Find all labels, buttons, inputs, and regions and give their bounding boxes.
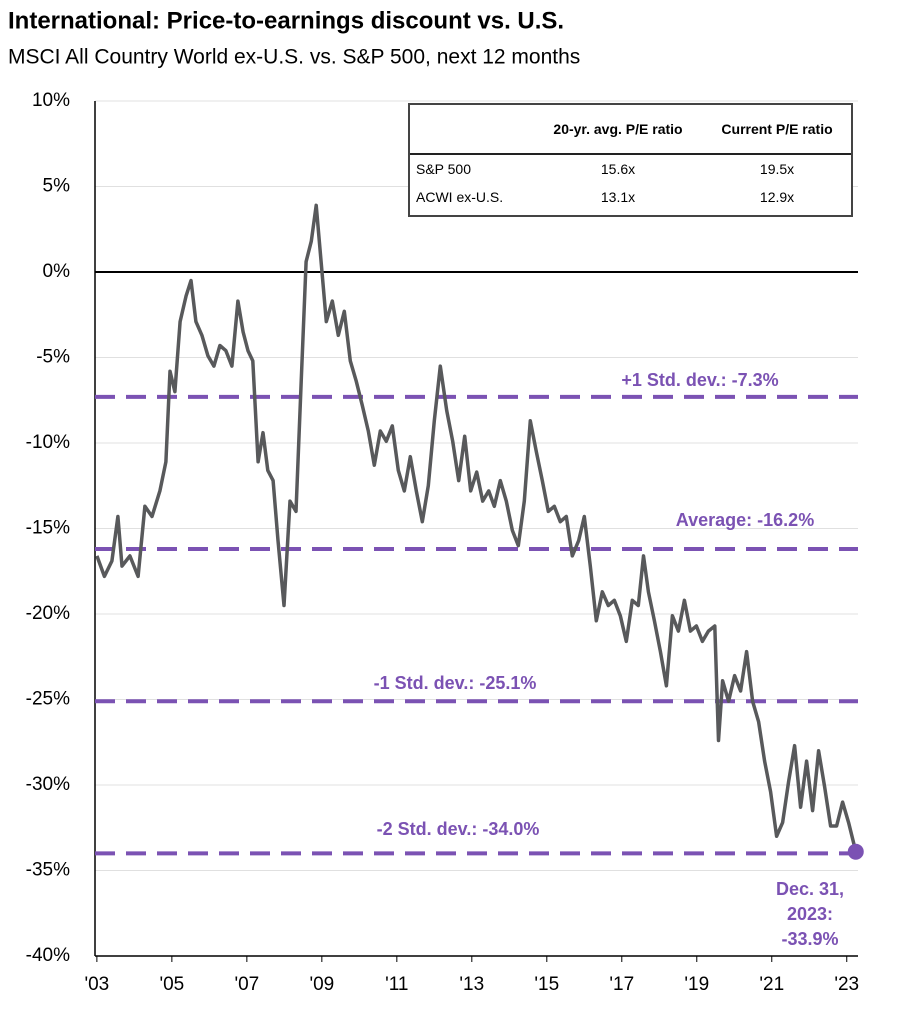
cell: 12.9x [759,189,795,205]
x-tick-label: '07 [234,974,259,995]
table-row: S&P 500 15.6x 19.5x [410,154,851,183]
y-tick-label: -20% [26,603,70,624]
y-tick-label: -25% [26,689,70,710]
y-tick-label: -10% [26,432,70,453]
row-label: S&P 500 [416,161,472,177]
reference-label: -2 Std. dev.: -34.0% [377,819,540,839]
header-row: 20-yr. avg. P/E ratio Current P/E ratio [410,105,851,155]
cell: 15.6x [600,161,636,177]
chart-title: International: Price-to-earnings discoun… [8,7,564,34]
column-header: 20-yr. avg. P/E ratio [532,105,704,155]
x-tick-label: '11 [385,974,408,995]
x-tick-label: '21 [759,974,784,995]
table-row: ACWI ex-U.S. 13.1x 12.9x [410,183,851,211]
y-tick-label: -30% [26,774,70,795]
x-tick-label: '17 [609,974,634,995]
annotation: -33.9% [781,929,838,949]
x-tick-label: '23 [834,974,859,995]
annotation: 2023: [787,904,833,924]
y-tick-label: -35% [26,860,70,881]
x-tick-label: '03 [84,974,109,995]
reference-label: Average: -16.2% [676,510,814,530]
x-tick-label: '15 [534,974,559,995]
end-point [847,843,864,860]
cell: 13.1x [600,189,636,205]
column-header: Current P/E ratio [703,105,851,155]
x-tick-label: '13 [459,974,484,995]
y-tick-label: 5% [43,176,71,197]
x-tick-label: '05 [159,974,184,995]
series-line [95,203,858,853]
reference-label: +1 Std. dev.: -7.3% [621,370,778,390]
y-tick-label: -40% [26,945,70,966]
chart-subtitle: MSCI All Country World ex-U.S. vs. S&P 5… [8,46,580,69]
y-tick-label: -5% [36,347,70,368]
header-cell [410,105,533,155]
y-tick-label: 0% [43,261,71,282]
annotation: Dec. 31, [776,879,844,899]
x-tick-label: '19 [684,974,709,995]
x-tick-label: '09 [309,974,334,995]
table: 20-yr. avg. P/E ratio Current P/E ratio S&… [410,105,851,211]
row-label: ACWI ex-U.S. [416,189,504,205]
y-tick-label: 10% [32,90,70,111]
reference-label: -1 Std. dev.: -25.1% [374,673,537,693]
pe-table: 20-yr. avg. P/E ratio Current P/E ratio S&… [408,103,853,217]
cell: 19.5x [759,161,795,177]
y-tick-label: -15% [26,518,70,539]
